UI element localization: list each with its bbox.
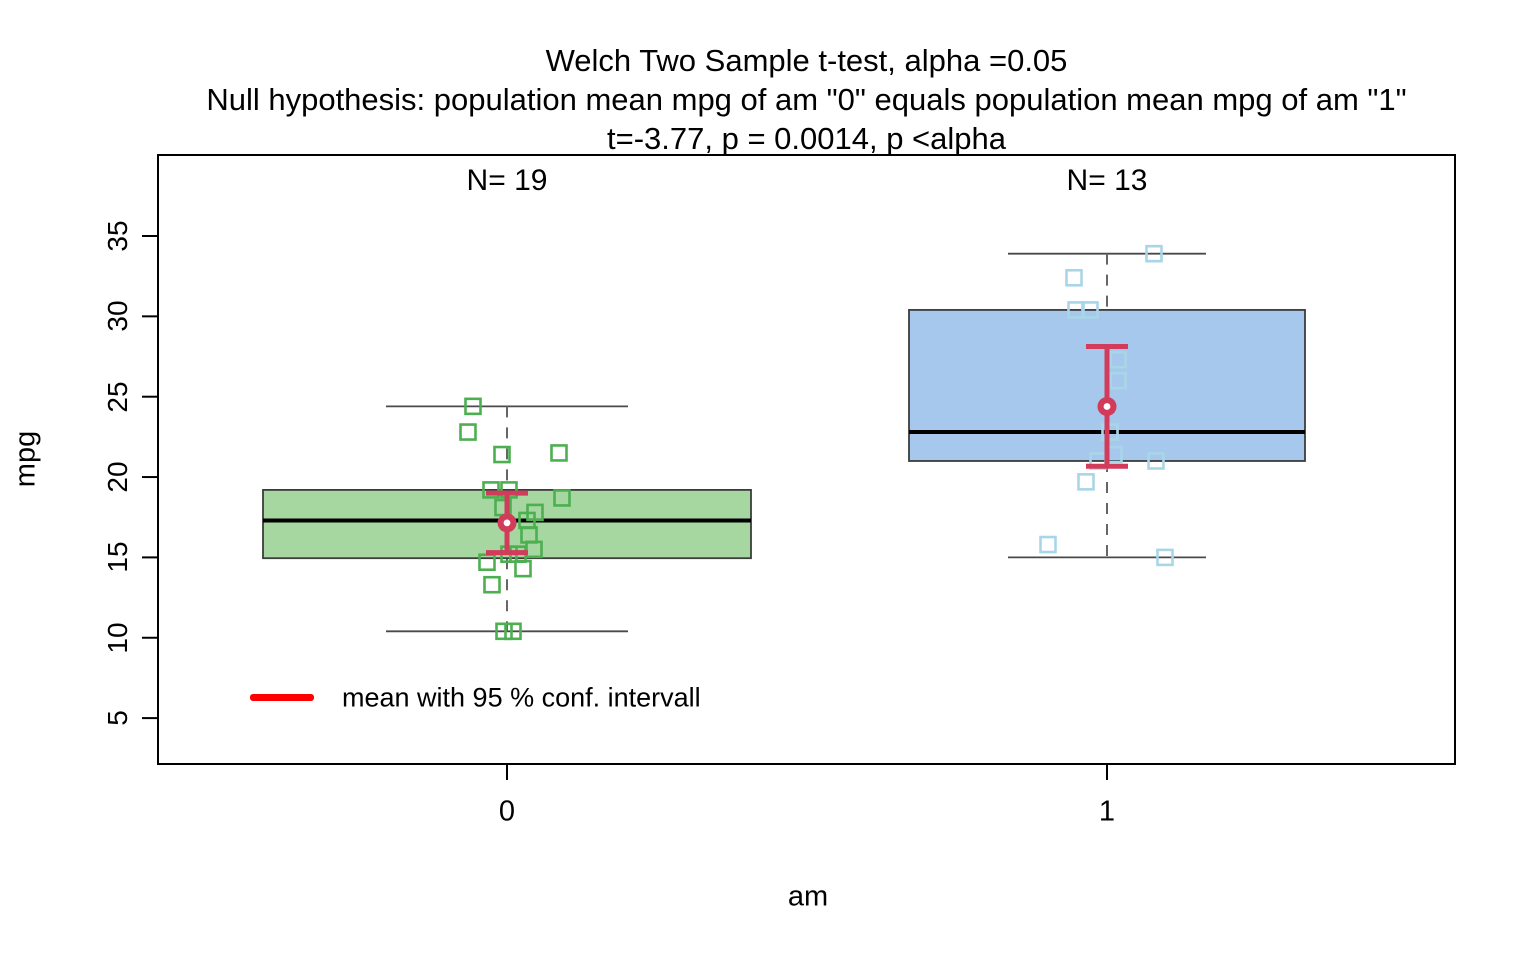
data-point-square (1065, 268, 1083, 287)
title-line-2: Null hypothesis: population mean mpg of … (206, 82, 1407, 117)
title-line-3: t=-3.77, p = 0.0014, p <alpha (606, 121, 1007, 156)
data-point-square (1039, 535, 1057, 554)
legend-line-swatch (250, 694, 314, 701)
data-point-square (1147, 452, 1165, 470)
data-point-square (464, 397, 482, 416)
data-point-square (504, 622, 522, 641)
y-tick-label: 5 (102, 710, 133, 726)
y-tick-label: 10 (102, 622, 133, 654)
y-tick-label: 15 (102, 541, 133, 573)
chart-title: Welch Two Sample t-test, alpha =0.05 Nul… (158, 41, 1455, 158)
legend-label: mean with 95 % conf. intervall (342, 682, 701, 713)
data-point-square (553, 489, 571, 507)
data-point-square (459, 423, 477, 441)
data-point-square (1081, 301, 1099, 319)
data-point-square (1077, 473, 1095, 491)
data-point-square (1109, 350, 1127, 369)
data-point-square (1156, 548, 1174, 567)
group-n-label: N= 13 (1066, 164, 1148, 197)
data-point-square (495, 622, 513, 641)
data-point-square (550, 444, 568, 462)
data-point-square (482, 481, 500, 499)
y-tick-label: 20 (102, 461, 133, 493)
title-line-1: Welch Two Sample t-test, alpha =0.05 (545, 43, 1068, 78)
y-tick-label: 30 (102, 300, 133, 332)
group-n-label: N= 19 (466, 164, 548, 197)
x-tick-label: 0 (498, 795, 516, 828)
mean-dot-hole (503, 519, 511, 527)
y-axis-title: mpg (9, 430, 42, 488)
data-point-square (493, 445, 511, 464)
y-tick-label: 25 (102, 381, 133, 413)
data-point-square (514, 559, 532, 578)
plot-border (157, 154, 1456, 765)
x-tick-label: 1 (1098, 795, 1116, 828)
x-axis-title: am (787, 880, 829, 913)
data-point-square (1109, 371, 1127, 390)
data-point-square (483, 575, 501, 594)
y-tick-label: 35 (102, 220, 133, 252)
data-point-square (1101, 423, 1119, 441)
data-point-square (1145, 244, 1163, 263)
mean-dot-hole (1103, 403, 1111, 410)
